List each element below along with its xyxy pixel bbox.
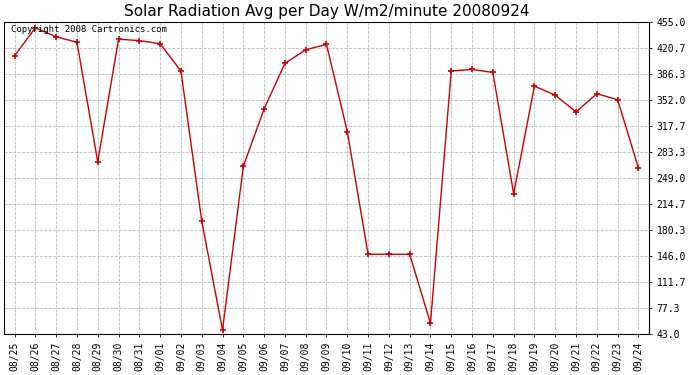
Text: Copyright 2008 Cartronics.com: Copyright 2008 Cartronics.com <box>10 25 166 34</box>
Title: Solar Radiation Avg per Day W/m2/minute 20080924: Solar Radiation Avg per Day W/m2/minute … <box>124 4 529 19</box>
